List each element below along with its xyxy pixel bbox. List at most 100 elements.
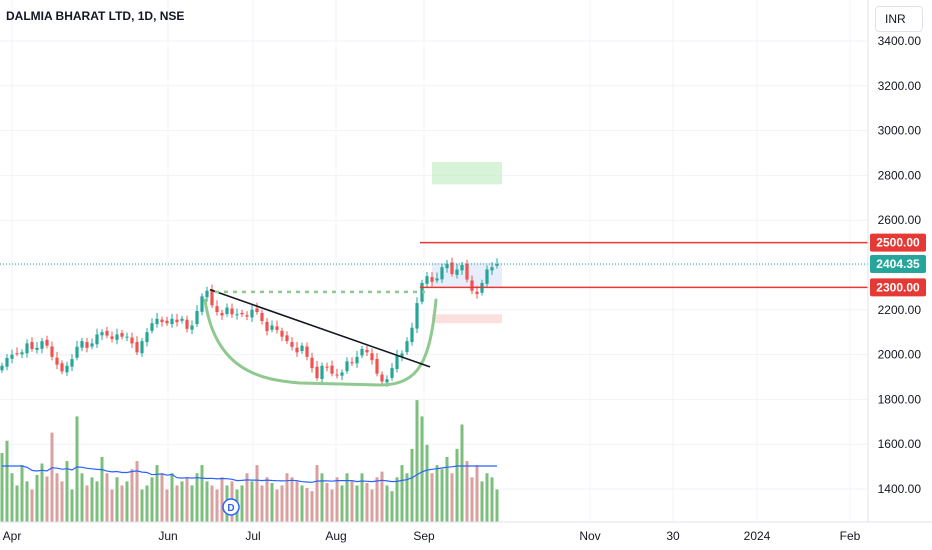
volume-bar bbox=[315, 465, 319, 522]
candle-body bbox=[40, 341, 44, 349]
volume-bar bbox=[480, 481, 484, 522]
candle-body bbox=[255, 308, 259, 313]
candle-body bbox=[215, 306, 219, 313]
volume-bar bbox=[210, 485, 214, 522]
stop-zone bbox=[432, 314, 502, 324]
price-tag-label: 2500.00 bbox=[876, 236, 920, 250]
candle-body bbox=[450, 262, 454, 274]
candle-body bbox=[390, 368, 394, 378]
candle-body bbox=[290, 342, 294, 347]
volume-bar bbox=[200, 465, 204, 522]
volume-bar bbox=[415, 400, 419, 522]
candle-body bbox=[240, 312, 244, 315]
volume-bar bbox=[485, 473, 489, 522]
candle-body bbox=[230, 308, 234, 315]
candle-body bbox=[165, 320, 169, 324]
candle-body bbox=[5, 357, 9, 367]
candle-body bbox=[495, 264, 499, 266]
candle-body bbox=[340, 372, 344, 376]
volume-bar bbox=[455, 448, 459, 522]
volume-bar bbox=[310, 491, 314, 522]
volume-bar bbox=[435, 465, 439, 522]
candle-body bbox=[465, 263, 469, 280]
candle-body bbox=[410, 327, 414, 343]
x-tick-label: Sep bbox=[413, 529, 435, 543]
candle-body bbox=[470, 280, 474, 291]
volume-bar bbox=[285, 473, 289, 522]
y-tick-label: 3000.00 bbox=[878, 124, 922, 138]
volume-bar bbox=[320, 473, 324, 522]
candle-body bbox=[75, 346, 79, 358]
volume-bar bbox=[155, 465, 159, 522]
candle-body bbox=[15, 353, 19, 355]
candle-body bbox=[10, 354, 14, 359]
y-tick-label: 2600.00 bbox=[878, 213, 922, 227]
candle-body bbox=[325, 366, 329, 368]
candle-body bbox=[175, 319, 179, 323]
candle-body bbox=[310, 357, 314, 369]
volume-bar bbox=[290, 477, 294, 522]
volume-bar bbox=[350, 481, 354, 522]
candle-body bbox=[370, 353, 374, 361]
volume-bar bbox=[395, 477, 399, 522]
candle-body bbox=[400, 353, 404, 357]
volume-bar bbox=[300, 485, 304, 522]
volume-bar bbox=[260, 485, 264, 522]
candle-body bbox=[170, 318, 174, 325]
volume-bar bbox=[490, 477, 494, 522]
volume-bar bbox=[240, 485, 244, 522]
candle-body bbox=[315, 366, 319, 379]
candle-body bbox=[185, 319, 189, 329]
candle-body bbox=[405, 341, 409, 353]
volume-bar bbox=[80, 473, 84, 522]
volume-bar bbox=[145, 485, 149, 522]
volume-bar bbox=[105, 473, 109, 522]
candle-body bbox=[300, 345, 304, 352]
currency-selector[interactable]: INR bbox=[875, 6, 923, 32]
candle-body bbox=[120, 333, 124, 337]
symbol-title: DALMIA BHARAT LTD, 1D, NSE bbox=[6, 9, 185, 23]
candle-body bbox=[455, 269, 459, 275]
volume-bar bbox=[195, 473, 199, 522]
candle-body bbox=[60, 363, 64, 372]
y-tick-label: 1600.00 bbox=[878, 437, 922, 451]
last-price-tag bbox=[870, 255, 926, 274]
candle-body bbox=[250, 309, 254, 318]
candle-body bbox=[265, 321, 269, 332]
volume-bar bbox=[130, 469, 134, 522]
candle-body bbox=[270, 325, 274, 330]
volume-bar bbox=[405, 473, 409, 522]
price-tag-label: 2300.00 bbox=[876, 280, 920, 294]
candle-body bbox=[80, 341, 84, 348]
y-tick-label: 2200.00 bbox=[878, 303, 922, 317]
volume-bar bbox=[335, 477, 339, 522]
dividend-marker-circle bbox=[222, 498, 240, 516]
candle-body bbox=[90, 343, 94, 347]
candle-body bbox=[440, 267, 444, 280]
volume-bar bbox=[170, 473, 174, 522]
candle-body bbox=[285, 335, 289, 342]
volume-bar bbox=[165, 489, 169, 522]
candle-body bbox=[25, 343, 29, 354]
volume-bar bbox=[330, 489, 334, 522]
volume-bar bbox=[265, 477, 269, 522]
volume-bar bbox=[450, 473, 454, 522]
candle-body bbox=[360, 349, 364, 356]
candle-body bbox=[150, 323, 154, 331]
volume-bar bbox=[5, 440, 9, 522]
candle-body bbox=[190, 325, 194, 330]
candle-body bbox=[305, 346, 309, 357]
volume-bar bbox=[355, 485, 359, 522]
candle-body bbox=[320, 365, 324, 380]
volume-bar bbox=[470, 477, 474, 522]
volume-bar bbox=[385, 485, 389, 522]
candle-body bbox=[335, 374, 339, 376]
y-tick-label: 2800.00 bbox=[878, 168, 922, 182]
candle-body bbox=[95, 334, 99, 345]
candle-body bbox=[45, 339, 49, 346]
target-zone bbox=[432, 161, 502, 185]
candle-body bbox=[475, 291, 479, 295]
volume-bar bbox=[465, 461, 469, 522]
y-tick-label: 2000.00 bbox=[878, 348, 922, 362]
